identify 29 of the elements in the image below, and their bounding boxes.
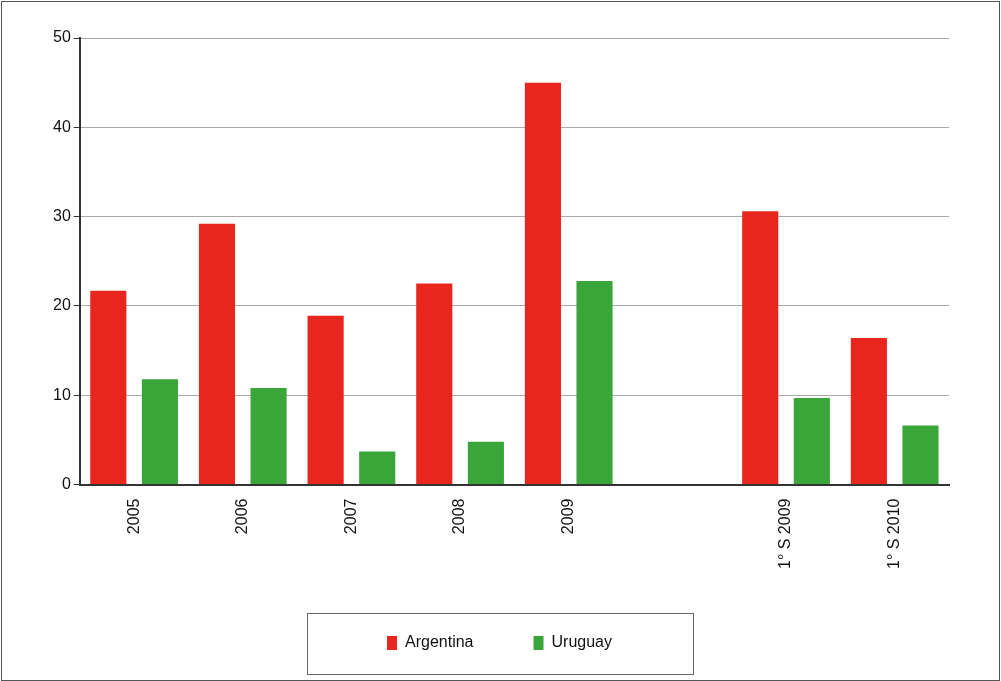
x-tick-label: 2008 [450, 498, 468, 535]
x-tick-label: 2005 [124, 498, 142, 535]
bar [524, 82, 561, 485]
legend-label: Uruguay [551, 633, 612, 651]
bar [307, 315, 344, 485]
bar [793, 397, 830, 485]
bar [902, 425, 939, 485]
y-tick-label: 30 [53, 207, 71, 225]
legend-label: Argentina [405, 633, 474, 651]
x-tick-label: 2009 [559, 498, 577, 535]
bar [250, 388, 287, 485]
bar [198, 223, 236, 485]
y-tick-label: 0 [61, 474, 71, 492]
x-tick-label: 1° S 2010 [885, 498, 903, 569]
bar [359, 451, 396, 485]
y-tick-label: 40 [53, 117, 71, 135]
bar [467, 441, 504, 485]
bar [416, 283, 453, 485]
x-tick-label: 2006 [233, 498, 251, 535]
y-tick-label: 10 [53, 385, 71, 403]
bar [90, 290, 127, 485]
bar [742, 211, 779, 485]
bar [141, 379, 178, 485]
bar [850, 338, 887, 485]
x-tick-label: 2007 [341, 498, 359, 535]
y-tick-label: 20 [53, 296, 71, 314]
y-tick-label: 50 [53, 28, 71, 46]
x-tick-label: 1° S 2009 [776, 498, 794, 569]
bar [576, 280, 613, 485]
